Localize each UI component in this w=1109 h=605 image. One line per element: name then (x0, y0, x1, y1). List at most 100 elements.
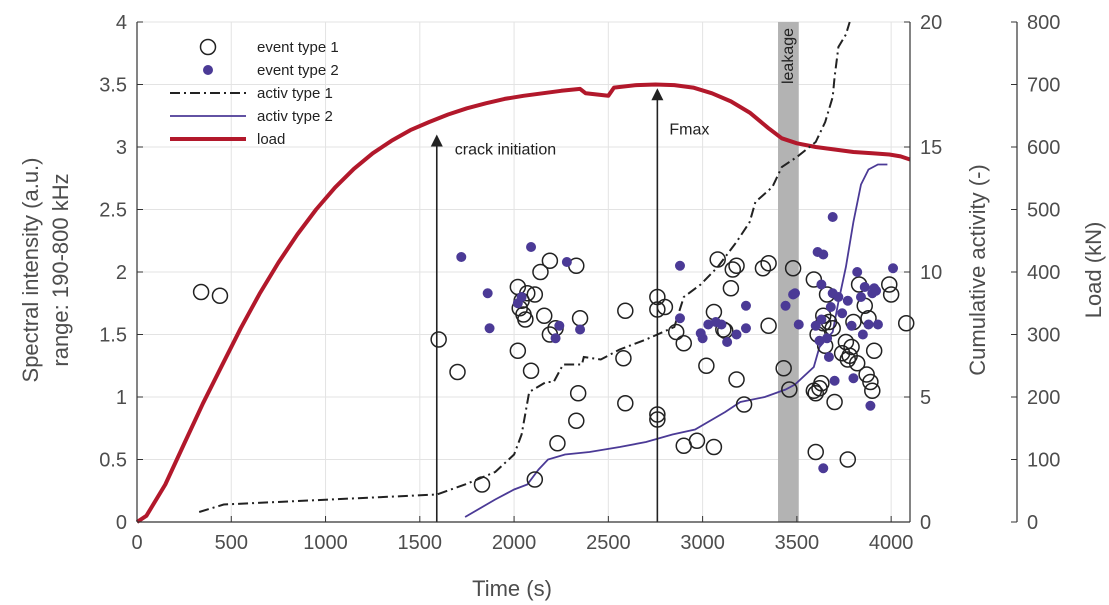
event-type2-point (829, 375, 840, 386)
event-type1-point (728, 371, 745, 388)
load-series (135, 82, 911, 524)
event-type1-point (675, 335, 693, 352)
annotations: crack initiation Fmax (430, 88, 709, 522)
event-type1-point (775, 360, 792, 377)
event-type2-point (575, 324, 586, 335)
event-type2-point (703, 319, 714, 330)
event-type1-point (784, 260, 802, 277)
y-right1-tick-label: 20 (920, 12, 942, 34)
event-type2-point (484, 323, 495, 334)
event-type1-point (617, 302, 634, 319)
event-type1-point (897, 315, 915, 332)
y-right1-tick-label: 10 (920, 262, 942, 284)
event-type2-point (814, 335, 825, 346)
x-tick-label: 500 (215, 532, 248, 554)
annotation-label: crack initiation (455, 142, 556, 159)
event-type2-point (833, 292, 844, 302)
y-right1-tick-label: 15 (920, 137, 942, 159)
annotation-arrow-head (651, 88, 664, 101)
event-type1-point (881, 276, 898, 293)
y-left-tick-label: 1.5 (99, 325, 127, 347)
y-right2-tick-label: 500 (1027, 200, 1060, 222)
y-axis-label-right-activity: Cumulative activity (-) (965, 164, 990, 375)
y-right2-tick-label: 600 (1027, 137, 1060, 159)
event-type2-point (865, 400, 876, 411)
x-axis-label: Time (s) (472, 576, 552, 601)
event-type2-point (855, 292, 866, 302)
event-type2-point (482, 288, 493, 299)
event-type2-point (837, 308, 848, 319)
event-type2-point (740, 300, 751, 311)
event-type1-point (617, 395, 634, 412)
y-axis-label-left-line1: Spectral intensity (a.u.) (18, 158, 43, 383)
event-type1-point (526, 471, 544, 488)
y-left-tick-label: 2.5 (99, 200, 127, 222)
event-type2-point (842, 295, 853, 306)
event-type2-point (554, 320, 565, 331)
event-type1-point (705, 303, 723, 321)
event-type1-point (807, 443, 824, 461)
annotation-arrow-head (430, 134, 443, 147)
y-left-tick-label: 2 (116, 262, 127, 284)
event-type1-point (709, 251, 726, 268)
event-type1-point (843, 338, 860, 356)
leakage-band-group (778, 22, 799, 522)
event-type2-point (816, 279, 827, 290)
event-type1-point (807, 385, 824, 402)
y-left-tick-label: 4 (116, 12, 127, 34)
legend: event type 1 event type 2 activ type 1 acti… (170, 38, 339, 148)
event-type1-point (760, 255, 777, 272)
event-type1-point (522, 362, 540, 379)
y-right2-tick-label: 700 (1027, 75, 1060, 97)
event-type1-point (839, 451, 857, 468)
y-right1-tick-label: 0 (920, 512, 931, 534)
event-type1-point (760, 317, 777, 334)
event-type2-point (859, 282, 870, 292)
y-left-tick-label: 1 (116, 387, 127, 409)
event-type2-point (674, 313, 685, 324)
event-type1-point (615, 350, 632, 367)
y-left-tick-label: 3.5 (99, 75, 127, 97)
y-axis-label-right-load: Load (kN) (1081, 222, 1106, 319)
event-type1-point (865, 342, 883, 359)
event-type1-point (509, 342, 527, 359)
event-type2-point (848, 373, 859, 384)
y-right1-tick-label: 5 (920, 387, 931, 409)
x-tick-label: 3500 (775, 532, 820, 554)
event-type1-point (813, 375, 830, 392)
event-type2-point (857, 329, 868, 340)
axes: 0 500 1000 1500 2000 2500 3000 3500 400000.511.5… (99, 12, 1060, 554)
event-type2-point (697, 333, 708, 344)
legend-label: event type 1 (257, 39, 339, 56)
event-type2-point (740, 323, 751, 334)
event-type2-point (456, 252, 467, 262)
event-type1-point (728, 257, 745, 274)
event-type2-point (872, 319, 883, 330)
annotation-label: Fmax (669, 121, 709, 138)
x-tick-label: 3000 (680, 532, 725, 554)
event-type2-point (550, 333, 561, 344)
event-type2-point (516, 292, 527, 302)
event-type1-point (826, 393, 843, 411)
event-type1-point (549, 435, 566, 452)
legend-label: event type 2 (257, 62, 339, 79)
x-tick-label: 2000 (492, 532, 537, 554)
legend-label: activ type 1 (257, 85, 333, 102)
event-type1-point (526, 286, 544, 303)
event-type1-point (449, 363, 466, 381)
event-type2-point (789, 288, 800, 299)
event-type1-point (833, 345, 851, 362)
activity-series (198, 21, 888, 518)
event-type1-point (858, 366, 875, 383)
event-type1-point (698, 357, 715, 374)
event-type2-point (852, 267, 863, 277)
event-type2-point (888, 263, 899, 274)
y-left-tick-label: 0.5 (99, 450, 127, 472)
event-type2-point (816, 314, 827, 325)
event-type2-point (823, 352, 834, 362)
event-type1-point (535, 307, 553, 324)
legend-swatch-open-circle (199, 38, 217, 56)
event-type2-point (825, 302, 836, 312)
event-type1-point (722, 280, 740, 297)
y-right2-tick-label: 200 (1027, 387, 1060, 409)
